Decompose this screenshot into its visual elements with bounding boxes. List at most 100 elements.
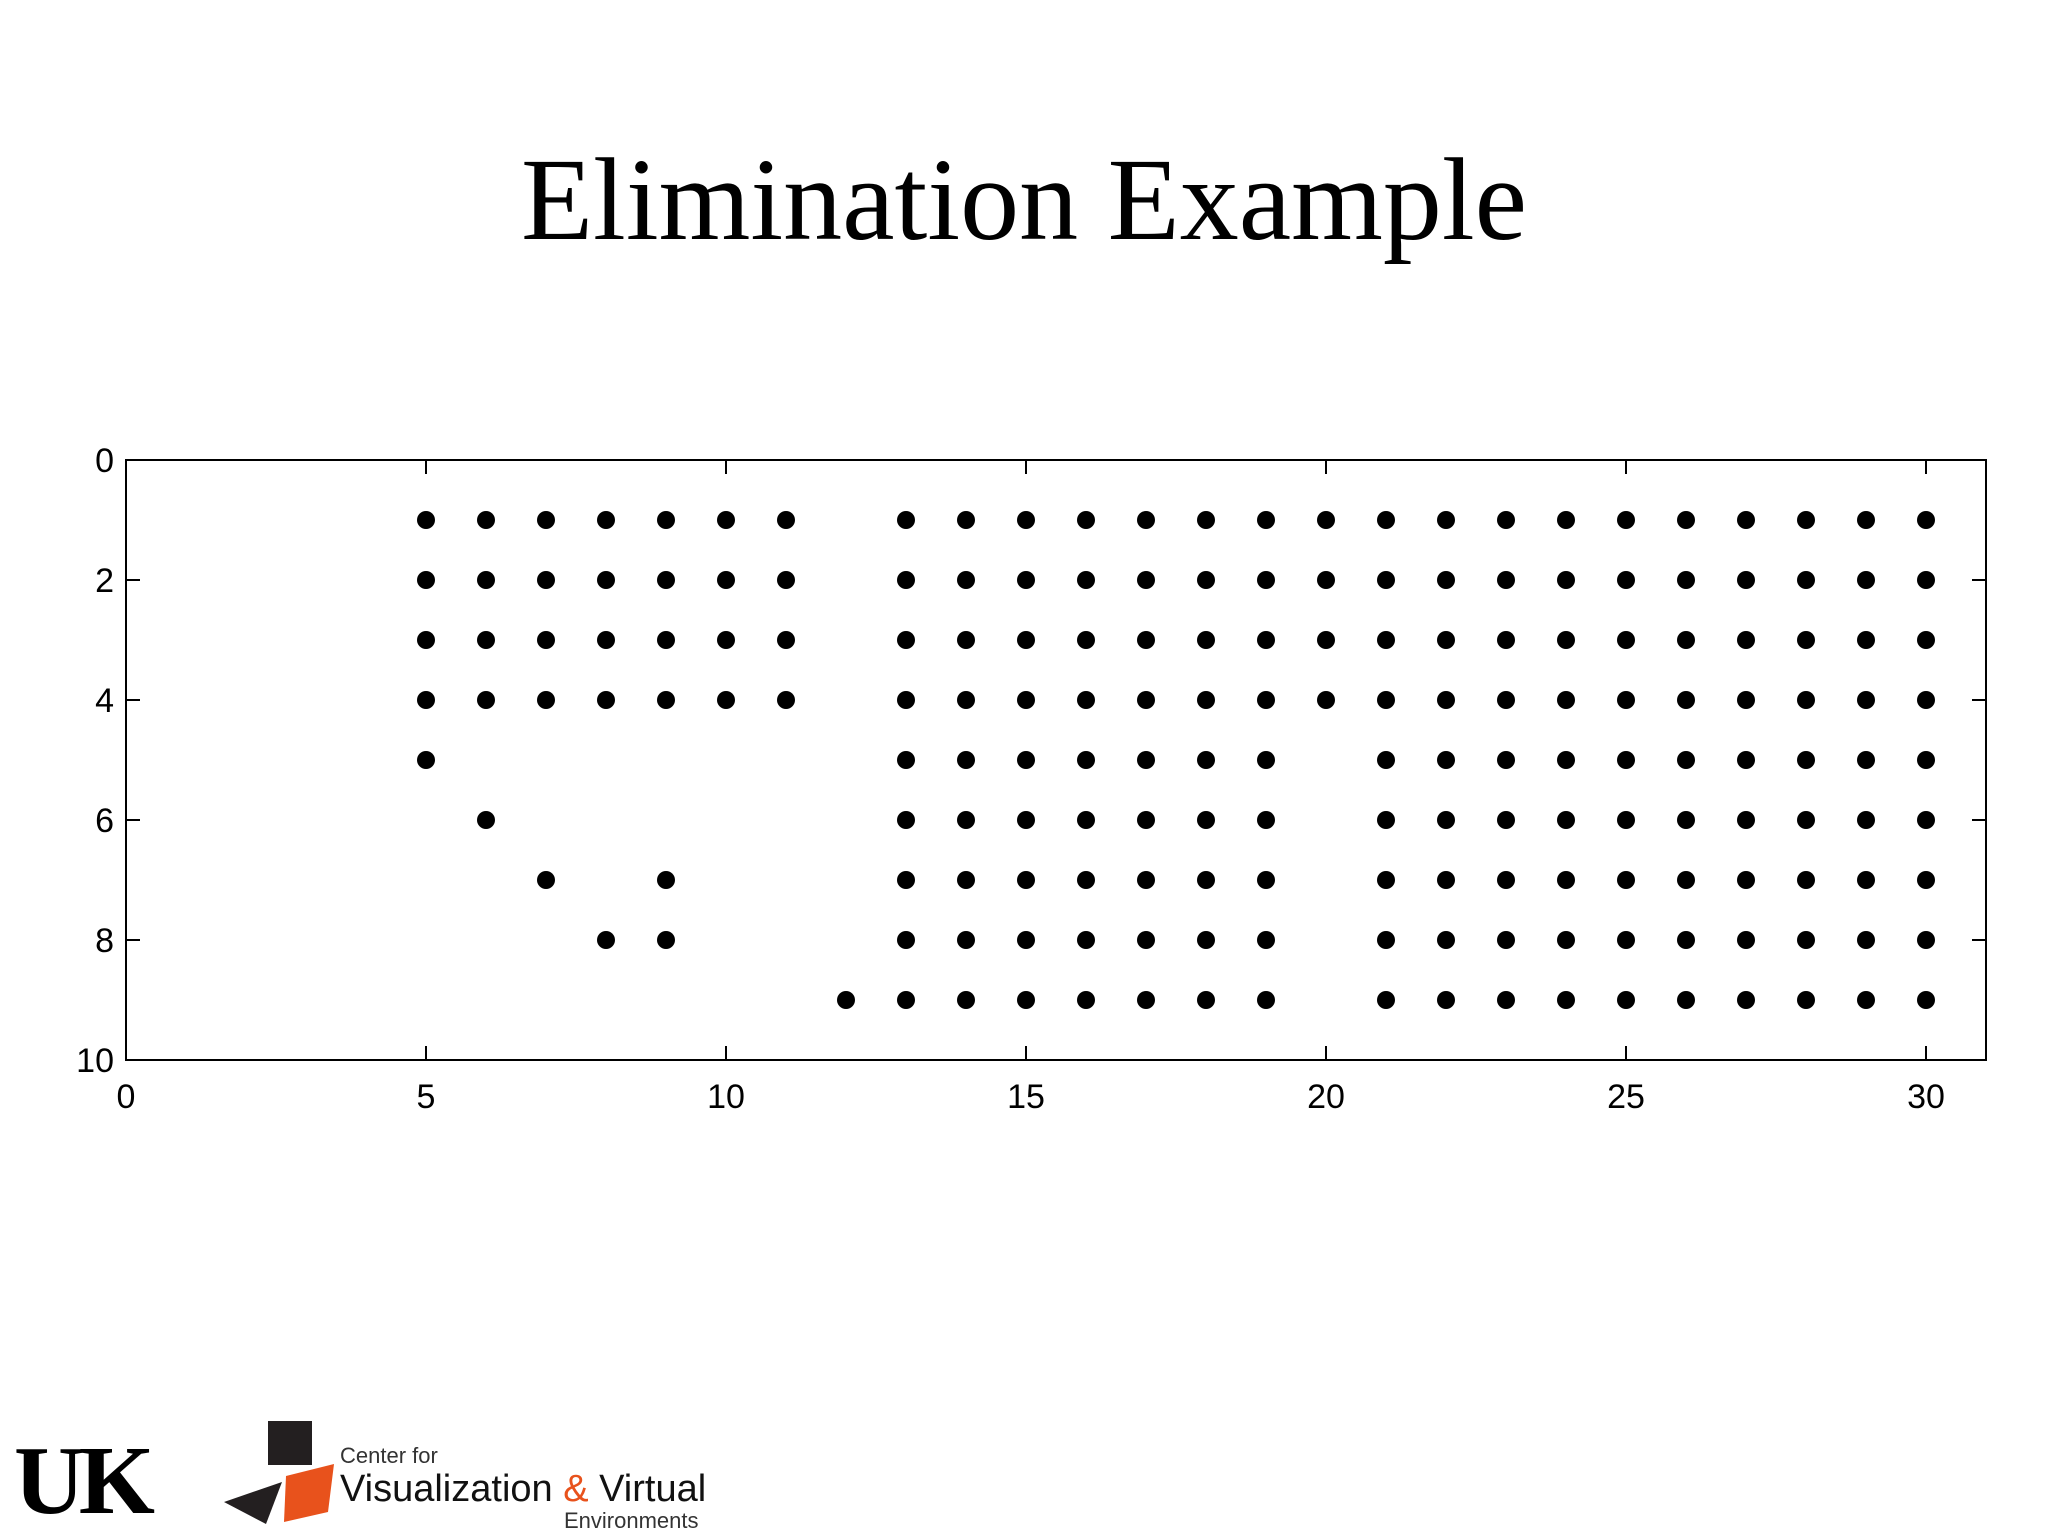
data-point	[1857, 631, 1875, 649]
x-tick-label: 25	[1607, 1078, 1645, 1116]
plot-frame	[125, 459, 1987, 1061]
data-point	[897, 811, 915, 829]
data-point	[1437, 631, 1455, 649]
data-point	[957, 991, 975, 1009]
data-point	[1197, 511, 1215, 529]
data-point	[1557, 751, 1575, 769]
data-points	[417, 511, 1935, 1009]
data-point	[1797, 751, 1815, 769]
data-point	[1617, 931, 1635, 949]
center-for-text: Center for	[340, 1443, 438, 1468]
data-point	[657, 511, 675, 529]
data-point	[1137, 571, 1155, 589]
data-point	[1017, 931, 1035, 949]
visualization-text: Visualization	[340, 1468, 564, 1510]
data-point	[1917, 691, 1935, 709]
data-point	[657, 571, 675, 589]
cvve-logo-mark	[224, 1421, 334, 1524]
data-point	[1437, 511, 1455, 529]
data-point	[1077, 991, 1095, 1009]
data-point	[1857, 931, 1875, 949]
data-point	[417, 571, 435, 589]
data-point	[1257, 991, 1275, 1009]
data-point	[1197, 751, 1215, 769]
data-point	[1197, 991, 1215, 1009]
data-point	[957, 571, 975, 589]
data-point	[1917, 751, 1935, 769]
data-point	[657, 871, 675, 889]
data-point	[1017, 871, 1035, 889]
data-point	[1677, 511, 1695, 529]
data-point	[1017, 811, 1035, 829]
data-point	[1077, 631, 1095, 649]
data-point	[1437, 751, 1455, 769]
data-point	[1377, 751, 1395, 769]
data-point	[1557, 511, 1575, 529]
data-point	[1617, 511, 1635, 529]
data-point	[957, 511, 975, 529]
data-point	[1737, 571, 1755, 589]
data-point	[1917, 871, 1935, 889]
data-point	[1917, 811, 1935, 829]
x-tick-label: 30	[1907, 1078, 1945, 1116]
ampersand-text: &	[563, 1468, 589, 1510]
data-point	[1497, 931, 1515, 949]
x-tick-label: 20	[1307, 1078, 1345, 1116]
data-point	[1317, 631, 1335, 649]
data-point	[957, 751, 975, 769]
data-point	[1857, 751, 1875, 769]
data-point	[717, 511, 735, 529]
scatter-plot: 0 5 10 15 20 25 30 0 2 4 6 8 10	[76, 442, 1987, 1116]
data-point	[1497, 871, 1515, 889]
data-point	[1197, 811, 1215, 829]
data-point	[1557, 811, 1575, 829]
data-point	[657, 691, 675, 709]
data-point	[1197, 691, 1215, 709]
data-point	[957, 691, 975, 709]
data-point	[477, 811, 495, 829]
data-point	[1677, 751, 1695, 769]
data-point	[1917, 631, 1935, 649]
data-point	[897, 631, 915, 649]
data-point	[417, 511, 435, 529]
data-point	[477, 631, 495, 649]
data-point	[1857, 511, 1875, 529]
y-tick-label: 4	[95, 682, 114, 720]
data-point	[597, 631, 615, 649]
data-point	[1137, 811, 1155, 829]
data-point	[1917, 511, 1935, 529]
data-point	[1857, 991, 1875, 1009]
data-point	[537, 511, 555, 529]
data-point	[1797, 991, 1815, 1009]
data-point	[1017, 571, 1035, 589]
data-point	[717, 631, 735, 649]
data-point	[1077, 751, 1095, 769]
data-point	[597, 511, 615, 529]
data-point	[1737, 871, 1755, 889]
data-point	[1197, 571, 1215, 589]
data-point	[1737, 811, 1755, 829]
data-point	[897, 991, 915, 1009]
data-point	[597, 691, 615, 709]
data-point	[1617, 811, 1635, 829]
data-point	[1257, 931, 1275, 949]
data-point	[717, 691, 735, 709]
data-point	[1197, 931, 1215, 949]
data-point	[1137, 511, 1155, 529]
data-point	[1257, 871, 1275, 889]
data-point	[1677, 691, 1695, 709]
data-point	[1737, 691, 1755, 709]
data-point	[777, 631, 795, 649]
data-point	[1137, 751, 1155, 769]
data-point	[657, 931, 675, 949]
data-point	[1377, 511, 1395, 529]
data-point	[1497, 691, 1515, 709]
cvve-wordmark: Center for Visualization & Virtual Envir…	[340, 1444, 706, 1532]
data-point	[1257, 751, 1275, 769]
data-point	[1317, 691, 1335, 709]
data-point	[1377, 631, 1395, 649]
data-point	[537, 871, 555, 889]
data-point	[1617, 631, 1635, 649]
data-point	[777, 571, 795, 589]
data-point	[1617, 691, 1635, 709]
